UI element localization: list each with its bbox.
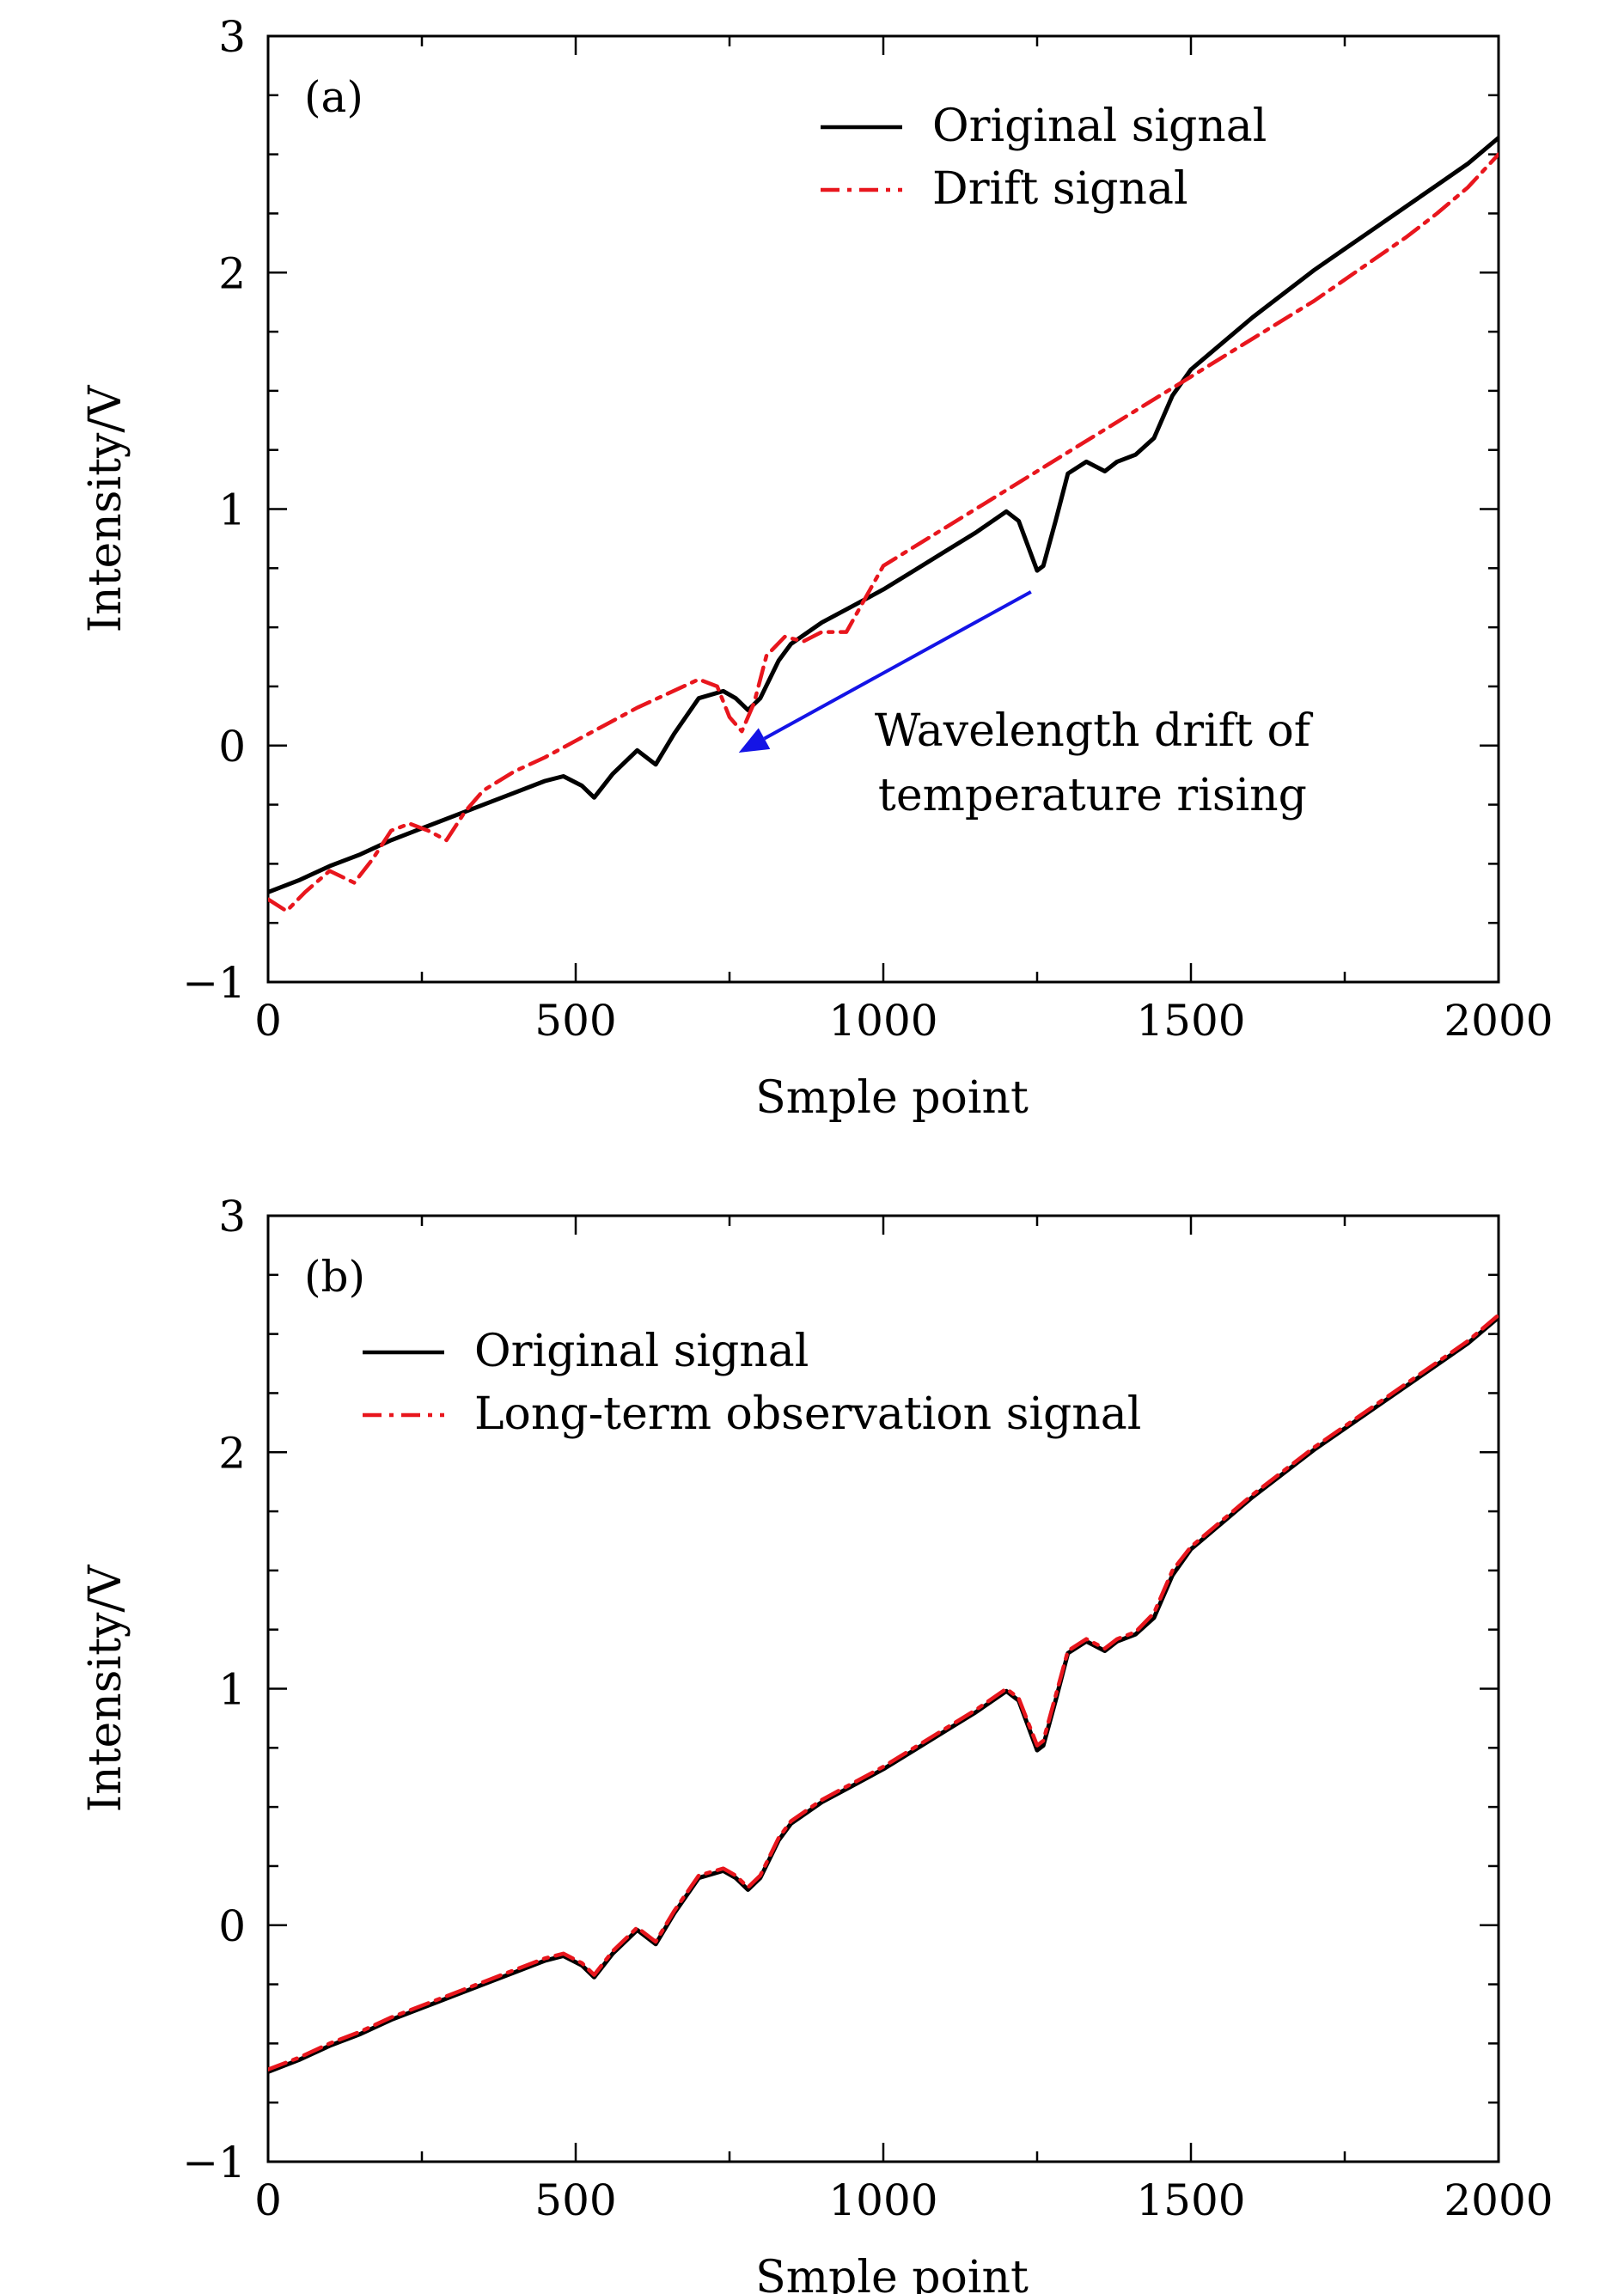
y-axis-title: Intensity/V — [80, 384, 131, 632]
x-tick-label: 2000 — [1444, 2175, 1553, 2225]
legend: Original signal Long-term observation sig… — [363, 1326, 1141, 1440]
x-tick-label: 500 — [534, 996, 616, 1046]
plot-frame — [266, 34, 1500, 984]
panel-label: (b) — [304, 1252, 365, 1302]
legend-label: Original signal — [474, 1326, 809, 1377]
annotation-text: Wavelength drift of — [875, 705, 1314, 757]
panel-label: (a) — [304, 72, 363, 122]
y-axis-title: Intensity/V — [80, 1564, 131, 1812]
y-tick-label: 3 — [218, 12, 246, 62]
x-tick-label: 2000 — [1444, 996, 1553, 1046]
plot-frame — [266, 1214, 1500, 2163]
legend: Original signal Drift signal — [821, 101, 1267, 215]
arrow-shaft — [763, 590, 1032, 741]
series-line-original — [268, 135, 1499, 894]
y-tick-label: 0 — [218, 1901, 246, 1951]
series-line-original — [268, 1315, 1499, 2074]
y-tick-label: 3 — [218, 1192, 246, 1242]
series-line-comparison — [268, 1313, 1499, 2071]
annotation: Wavelength drift of temperature rising — [738, 590, 1314, 821]
annotation-text: temperature rising — [878, 770, 1307, 821]
y-tick-label: 2 — [218, 1428, 246, 1478]
x-tick-label: 1500 — [1136, 2175, 1245, 2225]
x-tick-label: 1500 — [1136, 996, 1245, 1046]
arrow-head — [738, 728, 771, 753]
x-tick-label: 500 — [534, 2175, 616, 2225]
y-tick-label: −1 — [182, 2138, 246, 2187]
legend-label: Original signal — [932, 101, 1267, 152]
x-axis-title: Smple point — [755, 1072, 1029, 1124]
y-tick-label: 2 — [218, 248, 246, 298]
y-tick-label: 1 — [218, 1665, 246, 1715]
x-tick-label: 0 — [254, 2175, 282, 2225]
y-tick-label: 0 — [218, 722, 246, 772]
y-tick-label: 1 — [218, 485, 246, 535]
series-line-comparison — [268, 152, 1499, 913]
y-tick-label: −1 — [182, 958, 246, 1008]
legend-label: Long-term observation signal — [474, 1388, 1141, 1440]
x-tick-label: 1000 — [828, 2175, 937, 2225]
x-tick-label: 0 — [254, 996, 282, 1046]
x-tick-label: 1000 — [828, 996, 937, 1046]
legend-label: Drift signal — [932, 163, 1188, 215]
x-axis-title: Smple point — [755, 2252, 1029, 2294]
